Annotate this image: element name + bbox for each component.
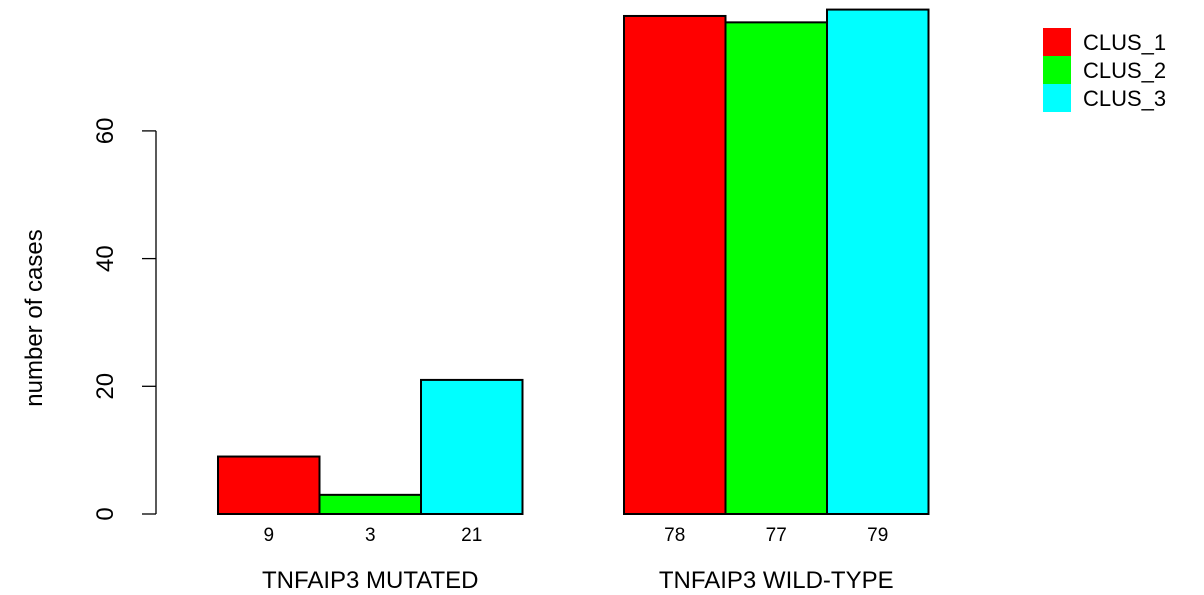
bar-clus-3-wild-type [826, 8, 930, 516]
bar-clus-2-wild-type [724, 21, 828, 515]
y-tick-label: 20 [92, 373, 119, 400]
y-tick-label: 60 [92, 118, 119, 145]
bar-clus-1-mutated [217, 455, 321, 516]
y-tick-label: 40 [92, 245, 119, 272]
legend-label: CLUS_1 [1083, 30, 1166, 55]
legend-swatch [1043, 56, 1071, 84]
legend-label: CLUS_3 [1083, 86, 1166, 111]
x-category-labels: TNFAIP3 MUTATED TNFAIP3 WILD-TYPE [262, 567, 894, 594]
bar-value-label: 79 [867, 525, 888, 546]
legend-swatch [1043, 84, 1071, 112]
legend-label: CLUS_2 [1083, 58, 1166, 83]
bar-clus-3-mutated [420, 378, 524, 516]
y-axis: 0 20 40 60 [92, 118, 157, 521]
bar-value-label: 3 [365, 525, 376, 546]
bar-value-label: 21 [461, 525, 482, 546]
bar-value-label: 77 [766, 525, 787, 546]
y-axis-label: number of cases [21, 229, 48, 406]
bars [217, 8, 930, 516]
bar-clus-1-wild-type [623, 14, 727, 515]
bar-value-label: 78 [664, 525, 685, 546]
x-category-label: TNFAIP3 WILD-TYPE [659, 567, 894, 594]
bar-value-label: 9 [263, 525, 274, 546]
bar-clus-2-mutated [318, 493, 422, 516]
legend: CLUS_1 CLUS_2 CLUS_3 [1043, 28, 1166, 112]
legend-swatch [1043, 28, 1071, 56]
y-tick-label: 0 [92, 507, 119, 520]
x-category-label: TNFAIP3 MUTATED [262, 567, 478, 594]
bar-value-labels: 9 3 21 78 77 79 [263, 525, 888, 546]
